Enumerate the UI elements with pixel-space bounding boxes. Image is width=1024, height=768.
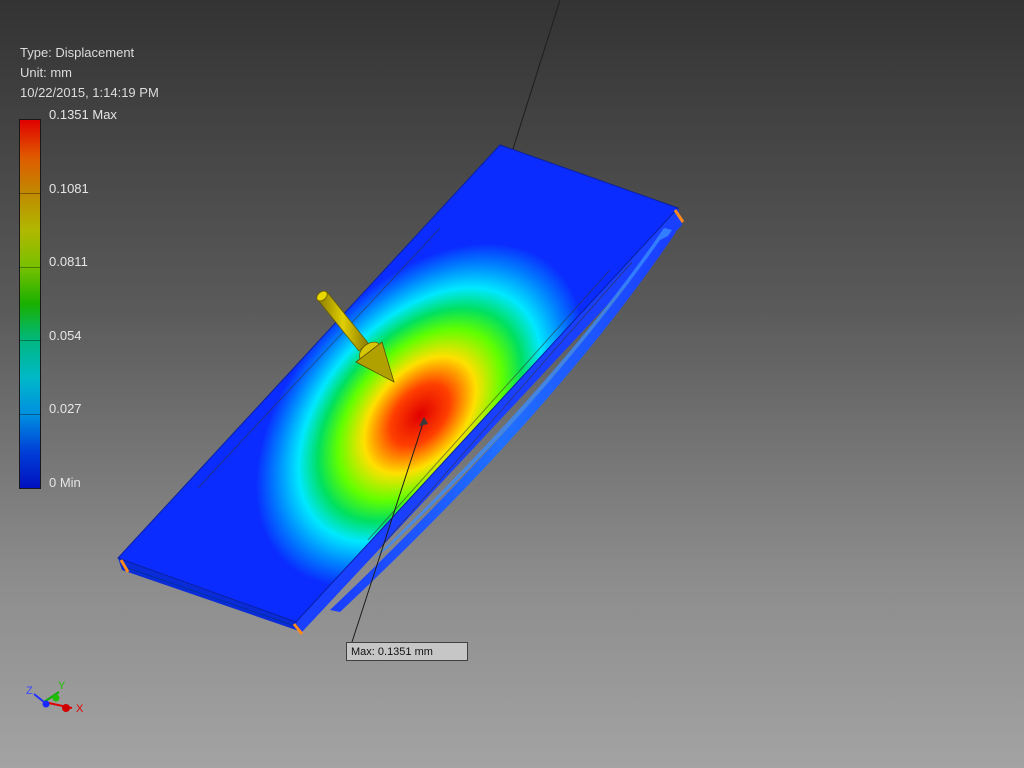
legend-tick-label: 0.1081 (49, 181, 89, 196)
leader-line-top (511, 0, 561, 153)
legend-tick-label: 0.054 (49, 328, 82, 343)
legend-color-bar (19, 119, 41, 489)
plate-side-right (296, 208, 682, 632)
leader-line-max (351, 419, 425, 643)
max-probe-marker (419, 417, 428, 426)
result-legend-header: Type: Displacement Unit: mm 10/22/2015, … (20, 43, 159, 103)
plate-top-contour[interactable] (117, 144, 679, 623)
result-timestamp: 10/22/2015, 1:14:19 PM (20, 85, 159, 100)
z-axis-icon (33, 693, 45, 703)
axis-triad[interactable]: Z Y X (22, 680, 92, 720)
legend-tick-mark (19, 340, 41, 341)
z-axis-label: Z (26, 685, 33, 697)
legend-tick-max: 0.1351 Max (49, 107, 117, 122)
result-unit-label: Unit: mm (20, 65, 72, 80)
x-axis-label: X (76, 703, 84, 715)
legend-tick-mark (19, 267, 41, 268)
undeformed-outline (197, 227, 633, 549)
fixed-constraint-markers (119, 209, 685, 635)
legend-tick-mark (19, 414, 41, 415)
legend-tick-label: 0.027 (49, 401, 82, 416)
max-value-callout[interactable]: Max: 0.1351 mm (346, 642, 468, 661)
plate-side-front (118, 558, 302, 632)
y-axis-icon (43, 691, 60, 703)
legend-tick-min: 0 Min (49, 475, 81, 490)
force-load-arrow[interactable] (315, 289, 395, 383)
legend-tick-label: 0.0811 (49, 254, 88, 269)
result-type-label: Type: Displacement (20, 45, 135, 60)
legend-tick-mark (19, 193, 41, 194)
y-axis-label: Y (58, 680, 66, 692)
